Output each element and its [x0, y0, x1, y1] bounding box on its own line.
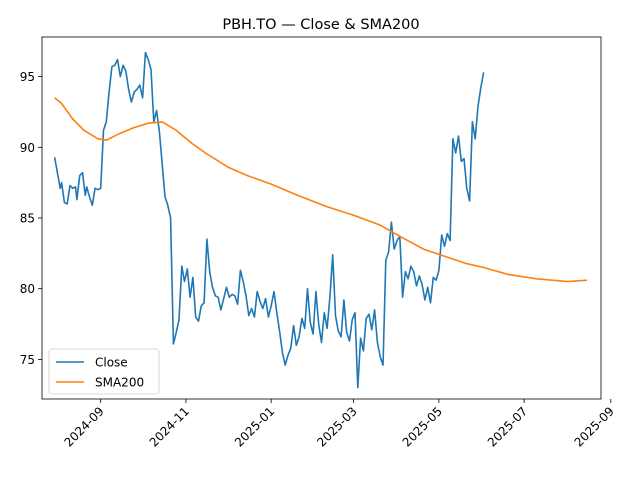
y-tick-label: 90	[20, 141, 35, 155]
y-tick-label: 95	[20, 70, 35, 84]
series-line-close	[53, 51, 485, 389]
series-line-sma200	[54, 97, 588, 283]
plot-area	[53, 51, 588, 389]
y-tick-label: 80	[20, 282, 35, 296]
legend: Close SMA200	[48, 348, 160, 395]
legend-label-close: Close	[95, 356, 128, 370]
y-tick-label: 85	[20, 212, 35, 226]
y-tick-label: 75	[20, 353, 35, 367]
chart-title: PBH.TO — Close & SMA200	[222, 17, 419, 33]
legend-label-sma200: SMA200	[95, 376, 144, 390]
